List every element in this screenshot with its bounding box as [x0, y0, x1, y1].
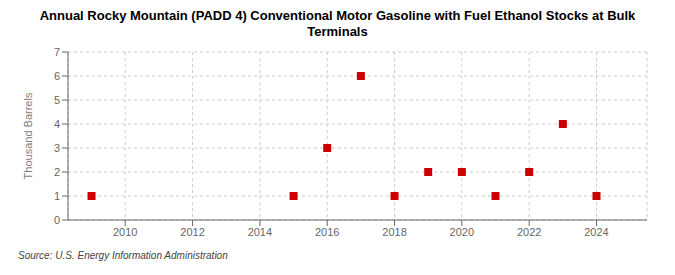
- svg-text:2010: 2010: [113, 226, 137, 238]
- svg-text:2022: 2022: [517, 226, 541, 238]
- svg-text:7: 7: [54, 46, 60, 58]
- svg-text:2: 2: [54, 166, 60, 178]
- svg-text:3: 3: [54, 142, 60, 154]
- svg-text:2016: 2016: [315, 226, 339, 238]
- svg-text:1: 1: [54, 190, 60, 202]
- svg-text:2012: 2012: [180, 226, 204, 238]
- html-text:Source: U.S. Energy Informatio: Source: U.S. Energy Information Administ…: [18, 250, 228, 261]
- html-text:Annual Rocky Mountain (PADD 4): Annual Rocky Mountain (PADD 4) Conventio…: [39, 8, 636, 23]
- svg-text:2018: 2018: [382, 226, 406, 238]
- svg-text:0: 0: [54, 214, 60, 226]
- svg-text:4: 4: [54, 118, 60, 130]
- svg-text:2024: 2024: [584, 226, 608, 238]
- svg-text:5: 5: [54, 94, 60, 106]
- svg-text:Thousand Barrels: Thousand Barrels: [22, 92, 34, 179]
- svg-text:2014: 2014: [248, 226, 272, 238]
- svg-text:6: 6: [54, 70, 60, 82]
- svg-text:2020: 2020: [450, 226, 474, 238]
- html-text:Terminals: Terminals: [307, 24, 368, 39]
